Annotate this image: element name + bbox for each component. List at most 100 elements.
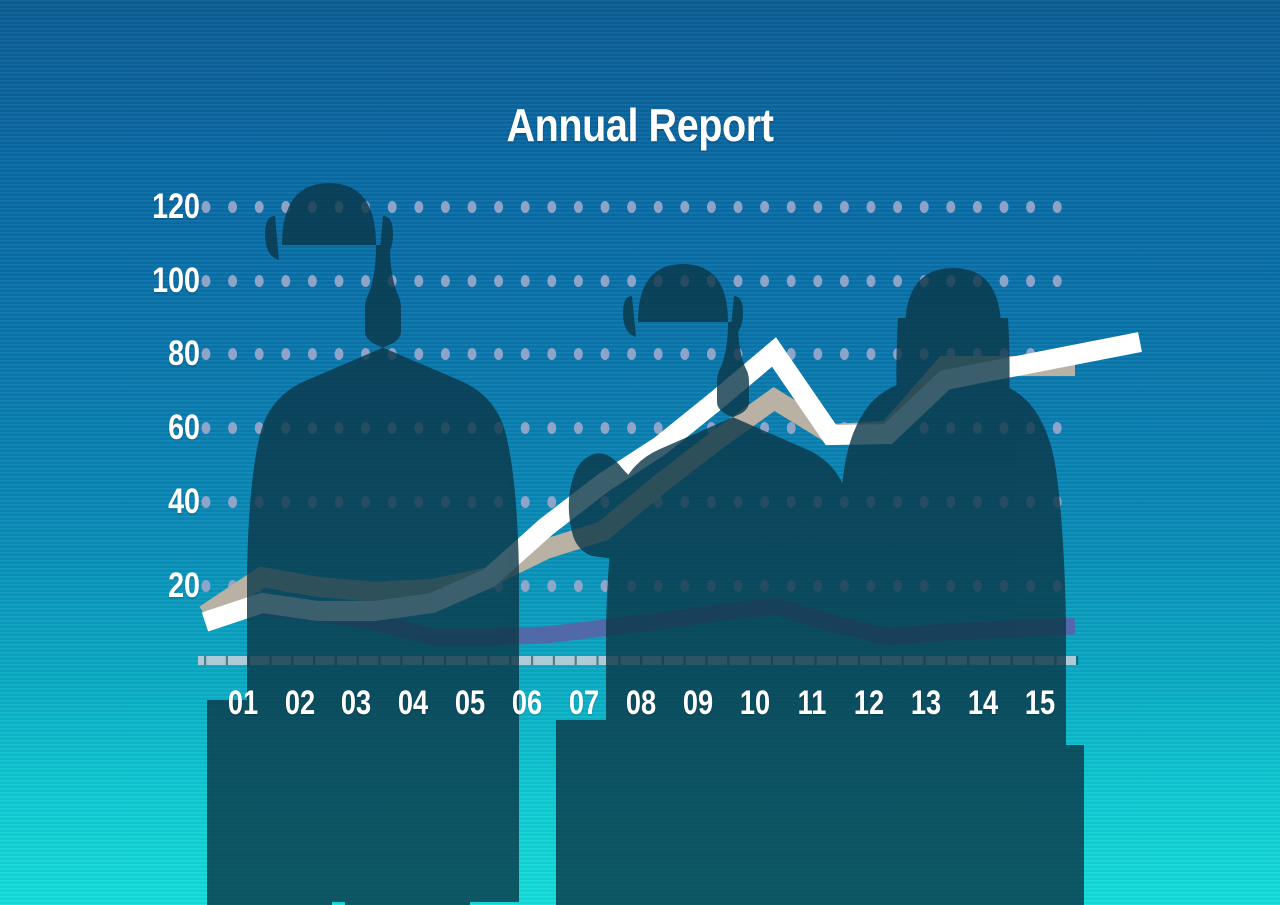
grid-dot <box>414 348 424 360</box>
grid-dot <box>573 275 583 287</box>
grid-dot <box>946 201 956 213</box>
grid-dot <box>307 275 317 287</box>
grid-dot <box>547 496 557 508</box>
grid-dot <box>494 275 504 287</box>
grid-dot <box>254 348 264 360</box>
grid-dot <box>440 275 450 287</box>
x-axis-tick-label: 01 <box>227 684 259 722</box>
grid-dot <box>254 201 264 213</box>
grid-dot <box>547 201 557 213</box>
grid-dot <box>573 201 583 213</box>
y-axis-tick-label: 40 <box>168 482 200 521</box>
grid-dot <box>1052 422 1062 434</box>
grid-dot <box>653 348 663 360</box>
grid-dot <box>600 422 610 434</box>
grid-dot <box>414 201 424 213</box>
grid-dot <box>467 348 477 360</box>
y-axis-tick-label: 20 <box>168 566 200 605</box>
grid-dot <box>1052 201 1062 213</box>
grid-dot <box>1026 201 1036 213</box>
grid-dot <box>547 275 557 287</box>
axis-tick-mark <box>204 656 207 665</box>
grid-dot <box>813 348 823 360</box>
grid-dot <box>307 348 317 360</box>
x-axis-tick-label: 02 <box>284 684 316 722</box>
grid-dot <box>520 348 530 360</box>
grid-dot <box>813 201 823 213</box>
y-axis-tick-label: 100 <box>152 261 200 300</box>
grid-dot <box>361 275 371 287</box>
grid-dot <box>919 201 929 213</box>
axis-tick-mark <box>574 656 577 665</box>
grid-dot <box>467 275 477 287</box>
grid-dot <box>733 201 743 213</box>
x-axis-tick-label: 12 <box>853 684 885 722</box>
grid-dot <box>866 348 876 360</box>
x-axis-tick-label: 09 <box>682 684 714 722</box>
grid-dot <box>281 348 291 360</box>
grid-dot <box>786 201 796 213</box>
grid-dot <box>999 275 1009 287</box>
grid-dot <box>440 201 450 213</box>
x-axis-tick-label: 14 <box>967 684 999 722</box>
grid-dot <box>680 348 690 360</box>
x-axis-labels: 01 02 03 04 05 06 07 08 09 10 11 12 13 14 15 <box>0 686 1280 730</box>
x-axis-tick-label: 03 <box>340 684 372 722</box>
grid-dot <box>228 275 238 287</box>
x-axis-tick-label: 06 <box>511 684 543 722</box>
grid-dot <box>494 348 504 360</box>
grid-dot <box>228 496 238 508</box>
x-axis-tick-label: 13 <box>910 684 942 722</box>
grid-dot <box>440 348 450 360</box>
x-axis-tick-label: 10 <box>739 684 771 722</box>
x-axis-tick-label: 15 <box>1024 684 1056 722</box>
grid-dot <box>494 201 504 213</box>
grid-dot <box>387 201 397 213</box>
grid-dot <box>573 580 583 592</box>
axis-tick-mark <box>596 656 599 665</box>
axis-tick-mark <box>225 656 228 665</box>
x-axis-tick-label: 04 <box>397 684 429 722</box>
silhouette-woman-right <box>834 268 1084 905</box>
grid-dot <box>627 348 637 360</box>
grid-dot <box>201 275 211 287</box>
y-axis-labels: 120 100 80 60 40 20 <box>0 0 200 905</box>
grid-dot <box>866 275 876 287</box>
grid-dot <box>201 422 211 434</box>
grid-dot <box>813 275 823 287</box>
grid-dot <box>573 348 583 360</box>
grid-dot <box>706 348 716 360</box>
grid-dot <box>839 275 849 287</box>
grid-dot <box>228 201 238 213</box>
axis-tick-mark <box>531 656 534 665</box>
grid-dot <box>228 348 238 360</box>
y-axis-tick-label: 80 <box>168 334 200 373</box>
grid-dot <box>839 348 849 360</box>
grid-dot <box>281 275 291 287</box>
grid-dot <box>600 580 610 592</box>
grid-dot <box>706 201 716 213</box>
grid-dot <box>760 201 770 213</box>
y-axis-tick-label: 60 <box>168 408 200 447</box>
grid-dot <box>760 275 770 287</box>
grid-dot <box>520 580 530 592</box>
grid-dot <box>627 275 637 287</box>
silhouette-man-middle <box>556 264 860 905</box>
x-axis-tick-label: 07 <box>568 684 600 722</box>
grid-dot <box>201 580 211 592</box>
grid-dot <box>520 422 530 434</box>
grid-dot <box>573 422 583 434</box>
grid-dot <box>653 201 663 213</box>
grid-dot <box>254 275 264 287</box>
grid-dot <box>866 201 876 213</box>
x-axis-tick-label: 11 <box>797 684 827 722</box>
grid-dot <box>201 496 211 508</box>
grid-dot <box>520 496 530 508</box>
page-title: Annual Report <box>506 99 774 151</box>
grid-dot <box>733 275 743 287</box>
grid-dot <box>627 201 637 213</box>
grid-dot <box>334 348 344 360</box>
grid-dot <box>627 422 637 434</box>
